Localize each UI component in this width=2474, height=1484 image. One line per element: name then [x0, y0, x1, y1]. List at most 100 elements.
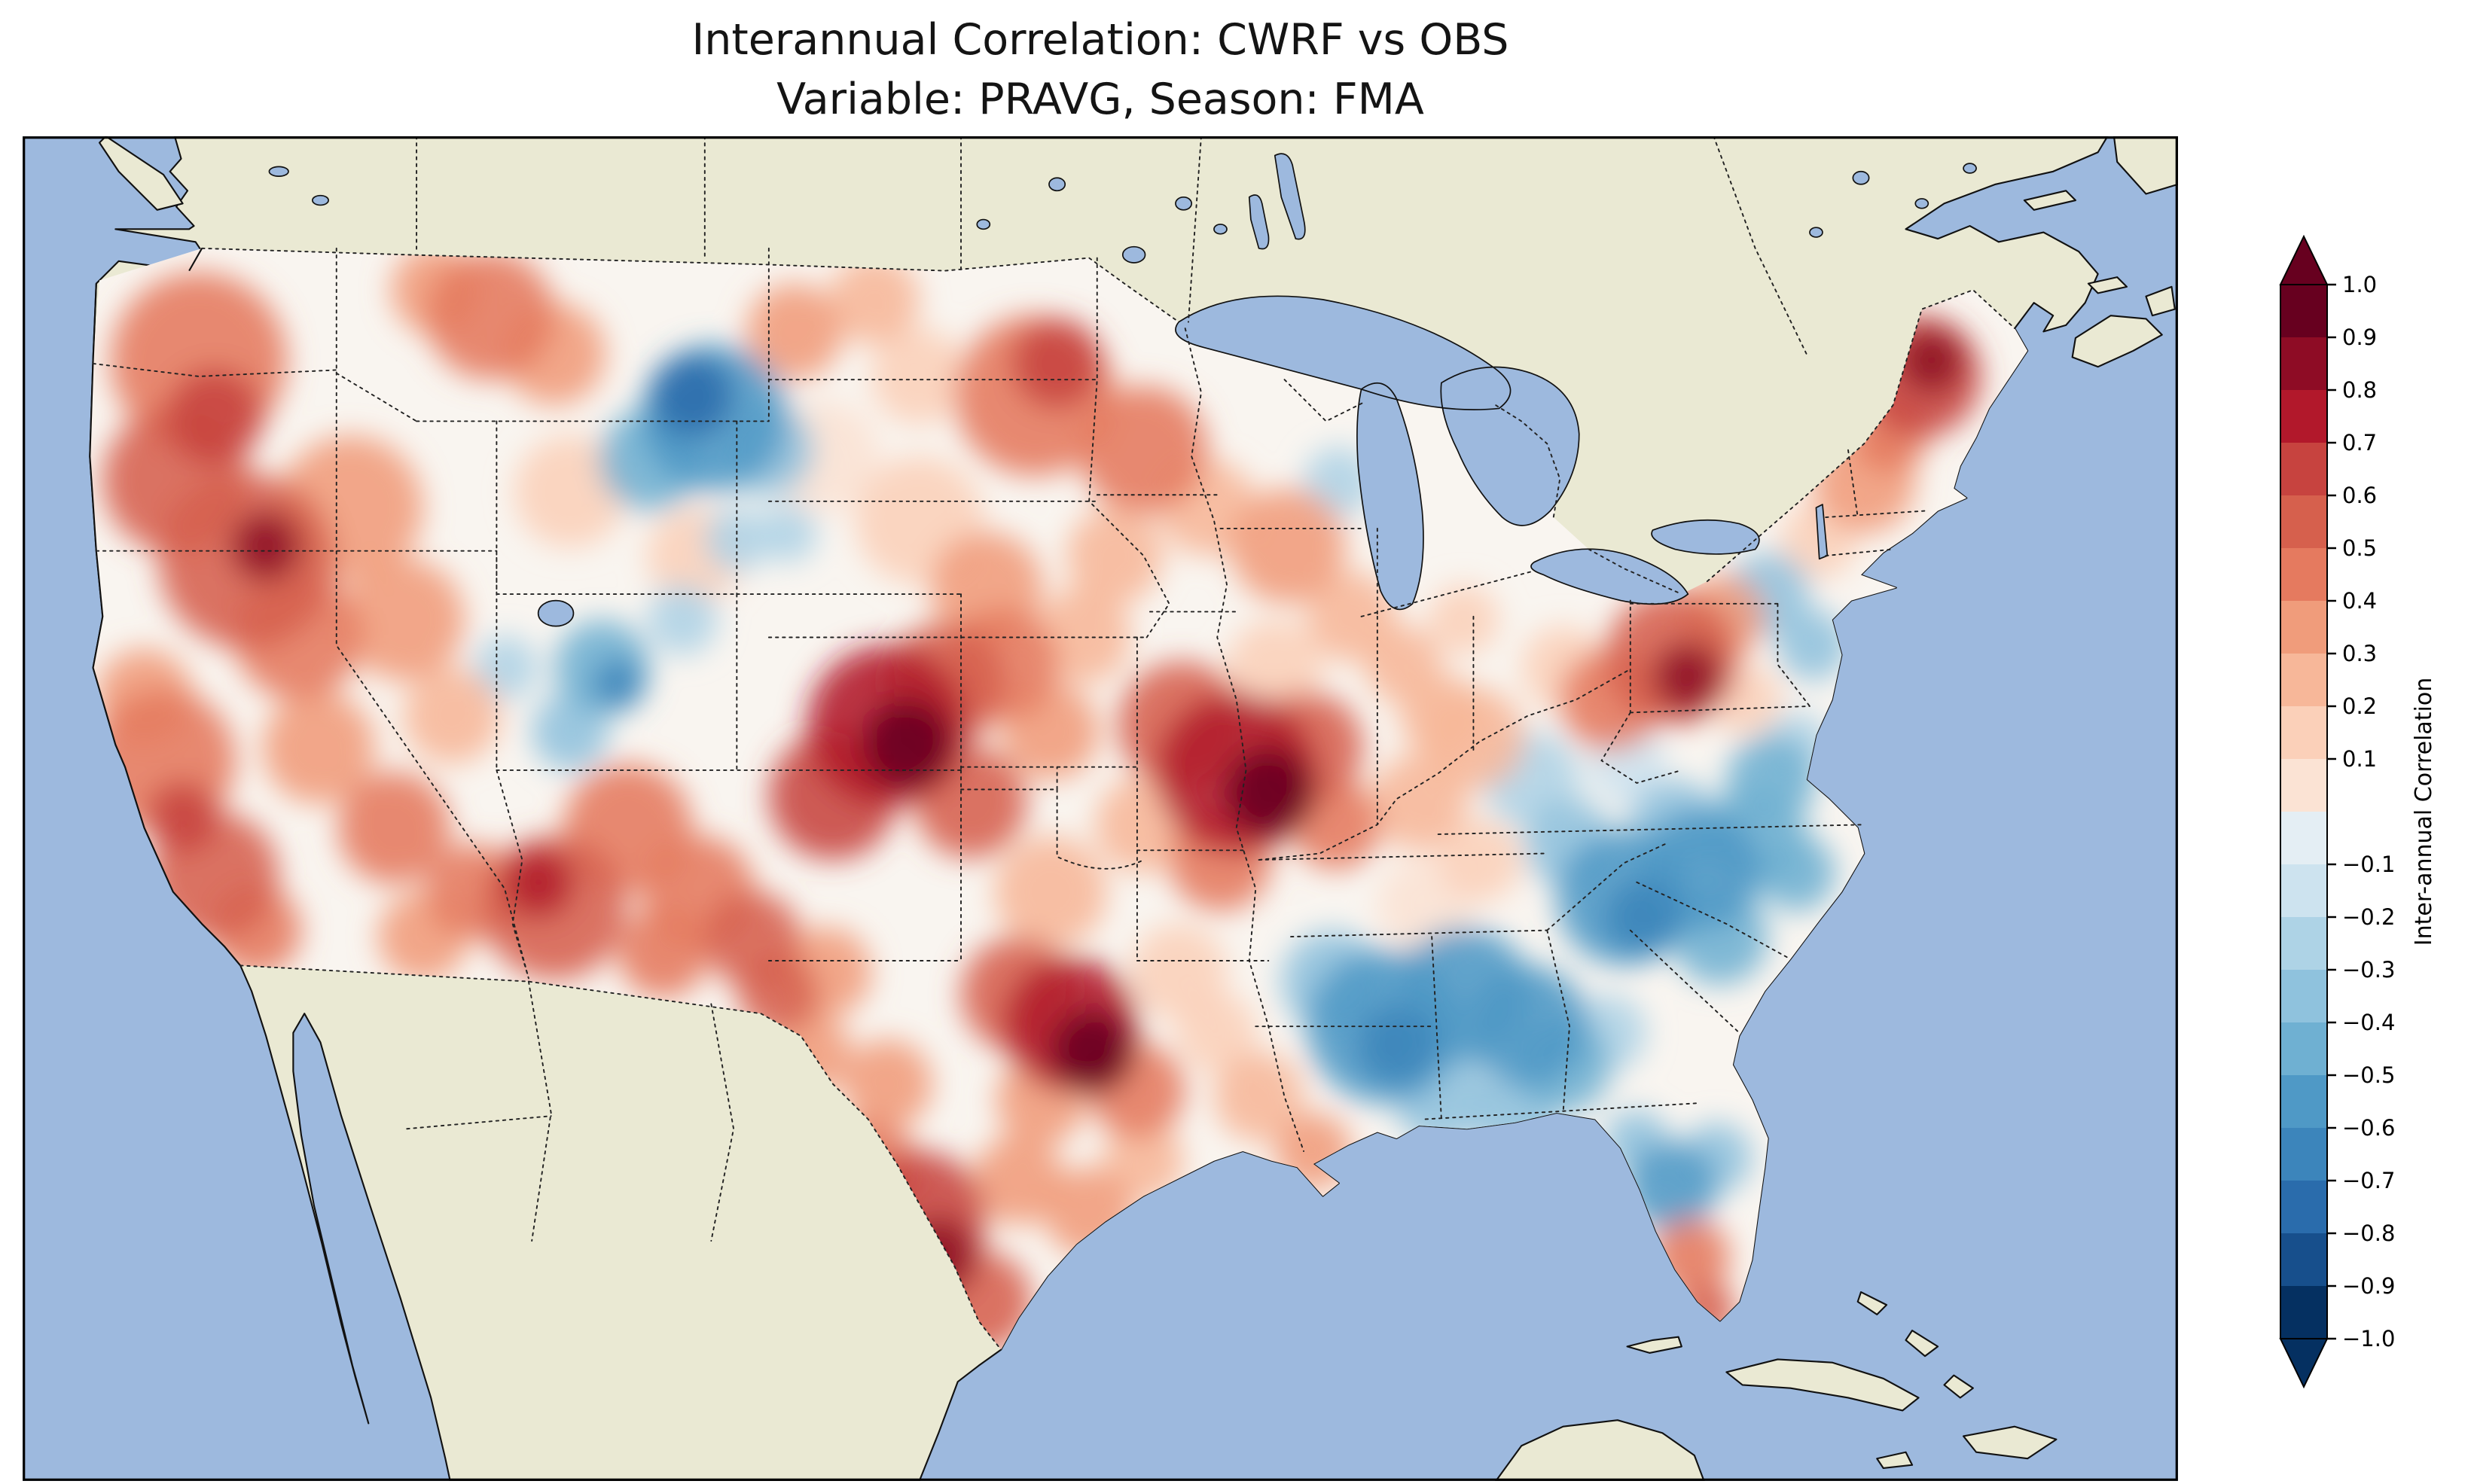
correlation-blob [994, 836, 1107, 948]
colorbar-tick-label: −0.7 [2342, 1168, 2395, 1193]
correlation-blob [426, 251, 554, 380]
correlation-blob [1051, 1010, 1134, 1094]
colorbar-segment [2280, 812, 2327, 865]
correlation-blob [1034, 587, 1131, 684]
colorbar-tick-label: −0.1 [2342, 852, 2395, 877]
colorbar-canvas: 1.0 0.9 0.8 0.7 0.6 0.5 0.4 0.3 0.2 0.1 −0.1 −0.2 −0… [2279, 234, 2437, 1389]
colorbar-segment [2280, 390, 2327, 443]
correlation-blob [166, 368, 263, 465]
correlation-blob [1899, 328, 1964, 393]
colorbar-tick-label: 0.7 [2342, 430, 2377, 456]
colorbar-segment [2280, 1286, 2327, 1339]
colorbar-tick-label: −0.3 [2342, 957, 2395, 983]
islands [98, 136, 2178, 1481]
correlation-blob [871, 328, 968, 425]
correlation-blob [1213, 1052, 1304, 1142]
us-correlation-map [23, 136, 2178, 1481]
state-borders [92, 136, 2016, 1351]
colorbar-tick-label: 0.6 [2342, 483, 2377, 508]
chart-title-line1: Interannual Correlation: CWRF vs OBS [691, 15, 1509, 65]
correlation-blob [1307, 571, 1397, 662]
colorbar-segment [2280, 654, 2327, 707]
correlation-blob [337, 772, 450, 884]
colorbar-outline [2280, 284, 2328, 1339]
colorbar-segment [2280, 864, 2327, 918]
colorbar-segment [2280, 1181, 2327, 1234]
colorbar-axis-label: Inter-annual Correlation [2411, 678, 2437, 946]
colorbar-tick-label: −0.5 [2342, 1062, 2395, 1088]
colorbar-tick-label: 1.0 [2342, 272, 2377, 297]
correlation-blob [618, 907, 709, 998]
correlation-blob [1177, 992, 1258, 1073]
colorbar-tick-label: −0.6 [2342, 1115, 2395, 1141]
correlation-blob [262, 691, 375, 804]
colorbar-segment [2280, 917, 2327, 971]
correlation-blob [1103, 1120, 1184, 1201]
correlation-blob [1226, 620, 1323, 716]
colorbar-gradient: 1.0 0.9 0.8 0.7 0.6 0.5 0.4 0.3 0.2 0.1 −0.1 −0.2 −0… [2279, 234, 2395, 1389]
chart-title-line2: Variable: PRAVG, Season: FMA [776, 74, 1424, 124]
correlation-blob [1428, 584, 1499, 655]
colorbar-tick-label: 0.5 [2342, 535, 2377, 561]
colorbar-tick-label: 0.3 [2342, 641, 2377, 666]
colorbar-tick-label: 0.4 [2342, 588, 2377, 614]
colorbar-segment [2280, 285, 2327, 338]
colorbar-segment [2280, 495, 2327, 549]
correlation-blob [829, 254, 920, 345]
colorbar-tick-label: 0.1 [2342, 746, 2377, 772]
correlation-blob [592, 658, 645, 710]
correlation-blob [404, 667, 500, 764]
colorbar-segment [2280, 1022, 2327, 1076]
colorbar-segment [2280, 548, 2327, 602]
correlation-blob [502, 847, 574, 918]
correlation-blob [1012, 318, 1103, 409]
correlation-blob [1371, 754, 1467, 851]
map-frame [23, 136, 2178, 1481]
correlation-blob [1066, 507, 1163, 604]
colorbar-segment [2280, 443, 2327, 496]
great-lakes [268, 153, 1977, 627]
colorbar-tick-label: −0.2 [2342, 904, 2395, 930]
map-panel [23, 136, 2178, 1481]
colorbar-segment [2280, 601, 2327, 654]
chart-title: Interannual Correlation: CWRF vs OBS Var… [23, 11, 2178, 129]
colorbar-tick-label: −1.0 [2342, 1326, 2395, 1351]
colorbar-segment [2280, 337, 2327, 391]
colorbar-segment [2280, 706, 2327, 760]
colorbar-segment [2280, 759, 2327, 812]
correlation-blob [759, 504, 817, 562]
colorbar-tick-label: 0.9 [2342, 325, 2377, 350]
correlation-blob [1356, 1005, 1437, 1086]
colorbar-tick-label: 0.8 [2342, 377, 2377, 403]
correlation-blob [514, 435, 627, 548]
colorbar-segment [2280, 1075, 2327, 1129]
colorbar-extend-min [2279, 1338, 2329, 1389]
correlation-blob [1466, 965, 1589, 1087]
colorbar-extend-max [2279, 234, 2329, 285]
correlation-blob [1627, 1141, 1717, 1232]
colorbar: 1.0 0.9 0.8 0.7 0.6 0.5 0.4 0.3 0.2 0.1 −0.1 −0.2 −0… [2259, 234, 2463, 1413]
correlation-blob [650, 354, 734, 437]
correlation-blob [1652, 641, 1724, 713]
correlation-blob [746, 283, 843, 380]
correlation-blob [343, 559, 465, 681]
conus-coastline [89, 248, 241, 967]
great-salt-lake [537, 599, 575, 627]
correlation-blob [1604, 879, 1682, 956]
correlation-blob [474, 635, 538, 700]
correlation-blob [147, 781, 218, 852]
correlation-blob [863, 699, 953, 790]
correlation-blob [1777, 610, 1848, 681]
colorbar-segment [2280, 1128, 2327, 1181]
colorbar-tick-label: −0.4 [2342, 1010, 2395, 1035]
colorbar-tick-label: −0.9 [2342, 1273, 2395, 1299]
colorbar-tick-label: −0.8 [2342, 1220, 2395, 1246]
correlation-blob [1230, 488, 1346, 604]
colorbar-segment [2280, 970, 2327, 1023]
correlation-blob [1438, 818, 1522, 902]
correlation-blob [974, 1135, 1064, 1225]
colorbar-tick-label: 0.2 [2342, 693, 2377, 719]
correlation-blob [1364, 626, 1441, 703]
colorbar-segment [2280, 1233, 2327, 1287]
correlation-blob [230, 510, 301, 582]
